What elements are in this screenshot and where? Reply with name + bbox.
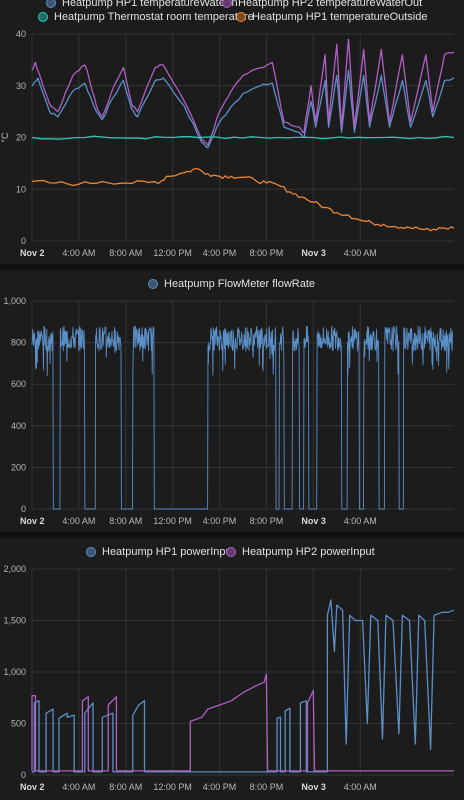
series-line [31,167,455,232]
y-tick-label: 1,000 [3,667,26,677]
x-tick-label: 12:00 PM [153,248,192,258]
legend-item-hp1-power[interactable]: Heatpump HP1 powerInput [86,546,235,558]
x-tick-label: 4:00 AM [62,248,95,258]
legend-swatch-hp1-power [86,547,96,557]
legend-swatch-waterin [46,0,56,8]
y-tick-label: 10 [16,184,26,194]
x-tick-label: 4:00 PM [203,782,237,792]
x-tick-label: Nov 2 [20,782,45,792]
legend-swatch-flowrate [148,279,158,289]
legend-label-room-temp: Heatpump Thermostat room temperature [54,11,254,23]
legend-item-hp2-power[interactable]: Heatpump HP2 powerInput [226,546,375,558]
x-tick-label: 4:00 AM [344,248,377,258]
y-tick-label: 20 [16,133,26,143]
series-line [31,325,453,510]
legend-label-flowrate: Heatpump FlowMeter flowRate [164,278,316,290]
legend-swatch-hp2-power [226,547,236,557]
y-tick-label: 0 [21,770,26,780]
power-chart-card: Heatpump HP1 powerInput Heatpump HP2 pow… [0,538,464,800]
series-line [31,673,454,772]
legend-swatch-waterout [222,0,232,8]
legend-item-room-temp[interactable]: Heatpump Thermostat room temperature [38,11,254,23]
y-axis-label: °C [0,132,10,143]
y-tick-label: 400 [11,421,26,431]
temperature-plot: 0 10 20 30 40 Nov 2 4:00 AM 8:00 AM 12:00 PM 4:00… [0,29,455,258]
legend-label-hp2-power: Heatpump HP2 powerInput [242,546,375,558]
y-tick-label: 1,000 [3,296,26,306]
x-tick-label: Nov 3 [301,782,326,792]
legend-label-hp1-power: Heatpump HP1 powerInput [102,546,235,558]
legend-item-waterout[interactable]: Heatpump HP2 temperatureWaterOut [222,0,422,9]
x-tick-label: Nov 3 [301,248,326,258]
power-legend: Heatpump HP1 powerInput Heatpump HP2 pow… [0,546,464,566]
y-tick-label: 800 [11,338,26,348]
legend-item-waterin[interactable]: Heatpump HP1 temperatureWaterIn [46,0,238,9]
x-tick-label: 8:00 PM [250,516,284,526]
series-line [31,69,455,149]
x-tick-label: 8:00 AM [109,516,142,526]
legend-swatch-room-temp [38,12,48,22]
x-tick-label: 4:00 AM [344,782,377,792]
x-tick-label: 8:00 AM [109,782,142,792]
x-tick-label: 12:00 PM [153,516,192,526]
x-tick-label: 8:00 AM [109,248,142,258]
legend-label-waterin: Heatpump HP1 temperatureWaterIn [62,0,238,9]
legend-swatch-outside-temp [236,12,246,22]
x-tick-label: Nov 3 [301,516,326,526]
y-tick-label: 200 [11,462,26,472]
y-tick-label: 500 [11,719,26,729]
x-tick-label: 4:00 PM [203,516,237,526]
x-tick-label: 4:00 PM [203,248,237,258]
y-tick-label: 600 [11,379,26,389]
temperature-legend: Heatpump HP1 temperatureWaterIn Heatpump… [0,0,464,33]
series-line [31,135,455,140]
y-tick-label: 2,000 [3,564,26,574]
x-tick-label: 4:00 AM [344,516,377,526]
x-tick-label: 12:00 PM [153,782,192,792]
x-tick-label: 4:00 AM [62,782,95,792]
flowrate-legend: Heatpump FlowMeter flowRate [0,278,464,298]
x-tick-label: Nov 2 [20,516,45,526]
series-line [32,599,455,773]
temperature-chart-card: Heatpump HP1 temperatureWaterIn Heatpump… [0,0,464,264]
legend-item-flowrate[interactable]: Heatpump FlowMeter flowRate [148,278,315,290]
series-line [31,38,455,146]
x-tick-label: 4:00 AM [62,516,95,526]
y-tick-label: 40 [16,29,26,39]
x-tick-label: 8:00 PM [250,248,284,258]
legend-item-outside-temp[interactable]: Heatpump HP1 temperatureOutside [236,11,427,23]
x-tick-label: 8:00 PM [250,782,284,792]
y-tick-label: 1,500 [3,616,26,626]
y-tick-label: 0 [21,236,26,246]
legend-label-waterout: Heatpump HP2 temperatureWaterOut [238,0,423,9]
flowrate-chart-card: Heatpump FlowMeter flowRate 0 200 400 600 80… [0,270,464,532]
y-tick-label: 0 [21,504,26,514]
y-tick-label: 30 [16,81,26,91]
flowrate-plot: 0 200 400 600 800 1,000 Nov 2 4:00 AM 8:00 AM 12:… [3,296,454,526]
legend-label-outside-temp: Heatpump HP1 temperatureOutside [252,11,428,23]
power-plot: 0 500 1,000 1,500 2,000 Nov 2 4:00 AM 8:00 AM 12… [3,564,455,792]
x-tick-label: Nov 2 [20,248,45,258]
